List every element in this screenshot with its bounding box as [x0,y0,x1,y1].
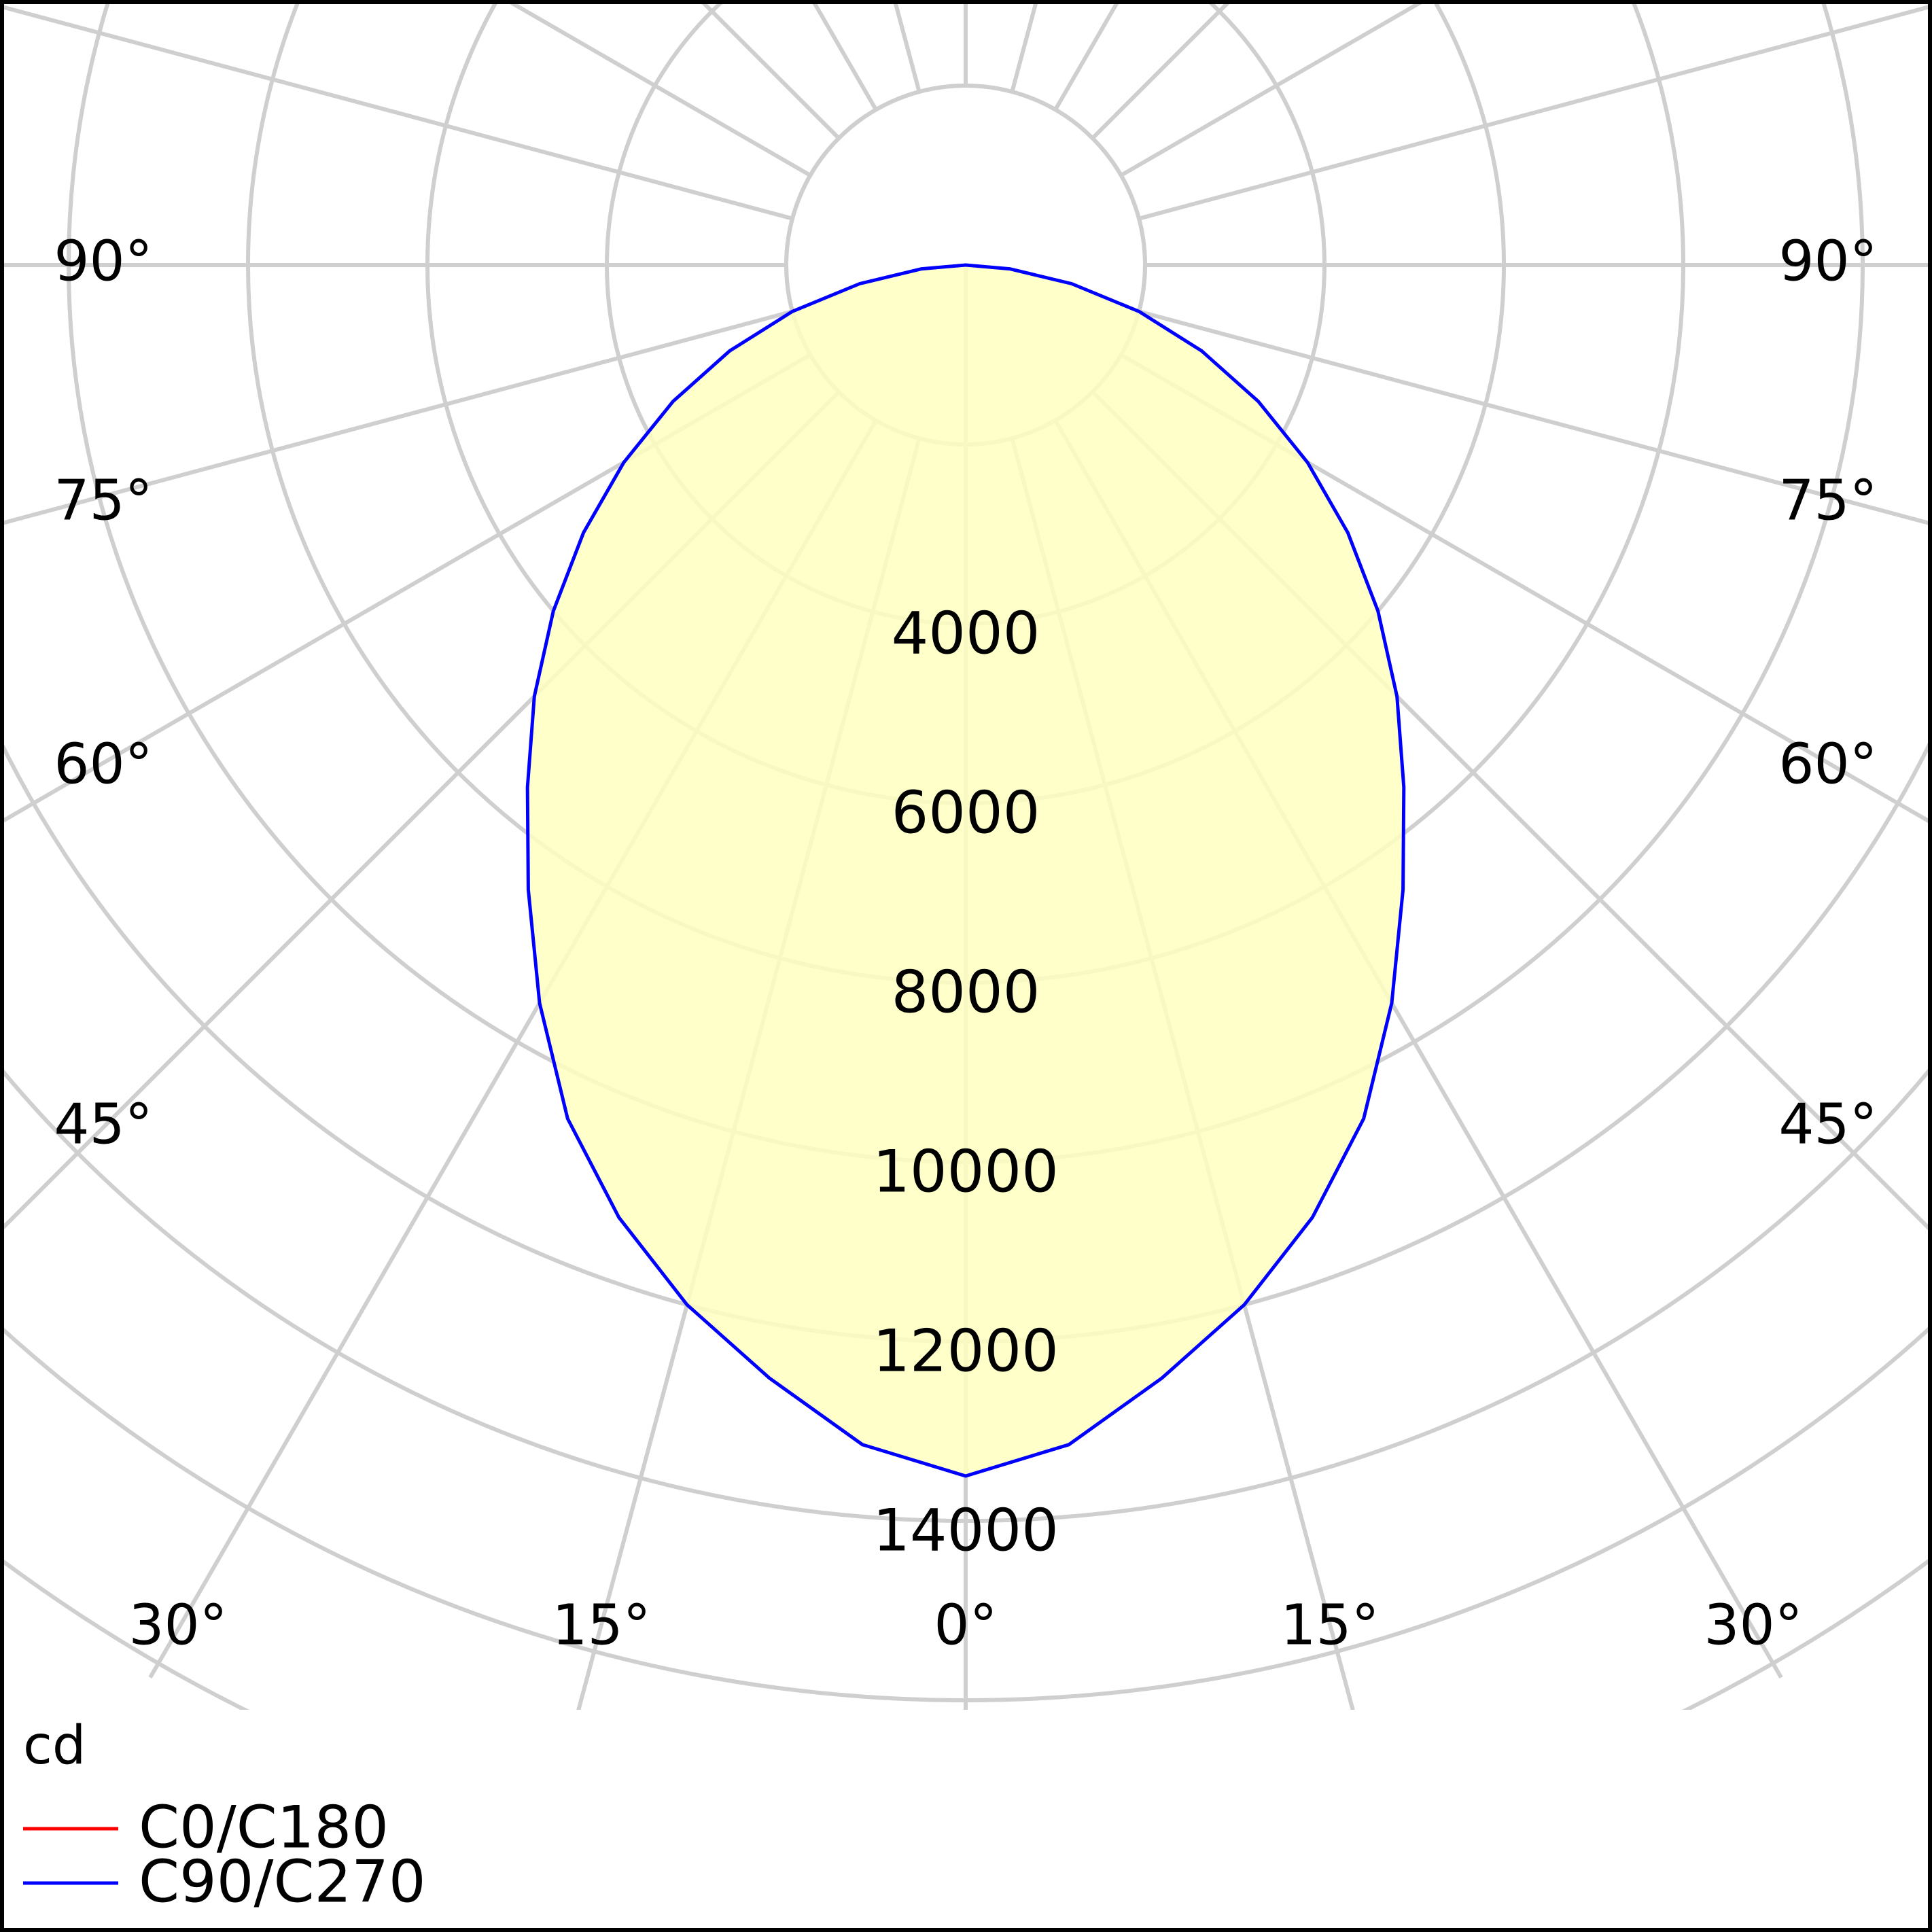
radial-gridline [502,0,811,177]
angle-label-left: 90° [54,229,152,294]
radial-tick-label: 10000 [873,1138,1059,1206]
angle-label-right: 90° [1778,229,1877,294]
radial-gridline [0,309,793,526]
angle-label-right: 15° [1280,1593,1379,1657]
ring-label-layer: 4000 6000 8000 10000 12000 14000 [873,599,1059,1564]
angle-label-layer: 90° 90° 75° 75° 60° 60° 45° 45° 30° 15° 0° 15° 30° [54,229,1877,1657]
radial-gridline [0,4,793,221]
radial-gridline [892,0,921,92]
angle-label-right: 75° [1778,468,1877,533]
radial-gridline [1053,0,1121,111]
radial-gridline [0,353,811,825]
grid-ring [0,1322,1932,1702]
curve-layer [525,263,1406,1478]
radial-tick-label: 14000 [873,1496,1059,1564]
angle-label-left: 45° [54,1092,152,1157]
angle-label-left: 75° [54,468,152,533]
radial-gridline [1120,0,1429,177]
legend-background [3,1710,1929,1929]
radial-gridline [1138,3,1932,221]
series-curve [525,263,1406,1478]
radial-tick-label: 4000 [892,599,1040,667]
radial-tick-label: 8000 [892,958,1040,1026]
grid-ring [0,1063,1932,1523]
radial-gridline [1120,353,1932,826]
angle-label-right: 60° [1778,732,1877,796]
radial-gridline [1010,0,1039,92]
angle-label-center: 0° [934,1593,997,1657]
unit-label: cd [23,1715,86,1776]
angle-label-right: 45° [1778,1092,1877,1157]
legend-label-c0-c180: C0/C180 [139,1793,389,1861]
radial-gridline [810,0,878,111]
radial-tick-label: 12000 [873,1317,1059,1385]
radial-gridline [1138,309,1932,527]
angle-label-left: 30° [128,1593,227,1657]
legend-label-c90-c270: C90/C270 [139,1848,426,1916]
distribution-fill [527,265,1404,1476]
angle-label-left: 60° [54,732,152,796]
angle-label-left: 15° [552,1593,650,1657]
angle-label-right: 30° [1704,1593,1802,1657]
radial-tick-label: 6000 [892,779,1040,847]
